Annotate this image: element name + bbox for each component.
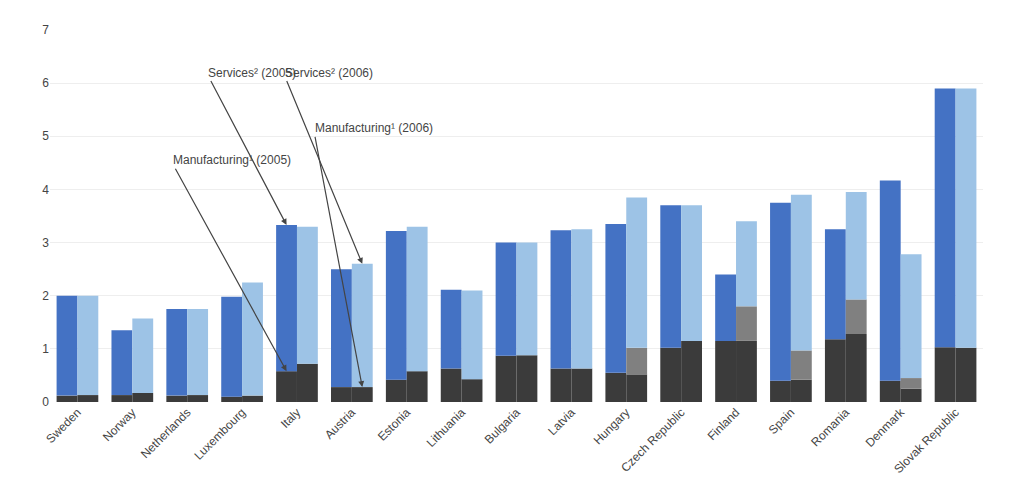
svg-text:Bulgaria: Bulgaria [482, 405, 523, 446]
svg-text:4: 4 [42, 183, 49, 197]
svg-text:Netherlands: Netherlands [138, 405, 194, 461]
svg-text:Czech Republic: Czech Republic [618, 405, 687, 474]
svg-text:Services² (2005): Services² (2005) [208, 66, 296, 80]
svg-text:6: 6 [42, 76, 49, 90]
svg-text:5: 5 [42, 129, 49, 143]
svg-text:2: 2 [42, 289, 49, 303]
svg-text:Hungary: Hungary [591, 405, 633, 447]
svg-text:7: 7 [42, 23, 49, 37]
svg-text:0: 0 [42, 395, 49, 409]
svg-text:Estonia: Estonia [375, 405, 413, 443]
svg-text:Slovak Republic: Slovak Republic [891, 405, 962, 476]
svg-text:3: 3 [42, 236, 49, 250]
svg-text:Lithuania: Lithuania [424, 405, 469, 450]
svg-text:Finland: Finland [705, 405, 743, 443]
svg-text:Spain: Spain [766, 405, 798, 437]
svg-text:Luxembourg: Luxembourg [191, 405, 248, 462]
svg-text:Norway: Norway [100, 405, 139, 444]
svg-text:Italy: Italy [278, 405, 303, 430]
svg-text:Romania: Romania [808, 405, 852, 449]
svg-text:Sweden: Sweden [43, 405, 84, 446]
svg-text:Denmark: Denmark [863, 405, 908, 450]
svg-text:Manufacturing¹ (2006): Manufacturing¹ (2006) [315, 121, 433, 135]
svg-text:Services² (2006): Services² (2006) [285, 66, 373, 80]
svg-text:1: 1 [42, 342, 49, 356]
svg-text:Latvia: Latvia [545, 405, 578, 438]
svg-text:Manufacturing¹ (2005): Manufacturing¹ (2005) [173, 153, 291, 167]
svg-text:Austria: Austria [322, 405, 359, 442]
